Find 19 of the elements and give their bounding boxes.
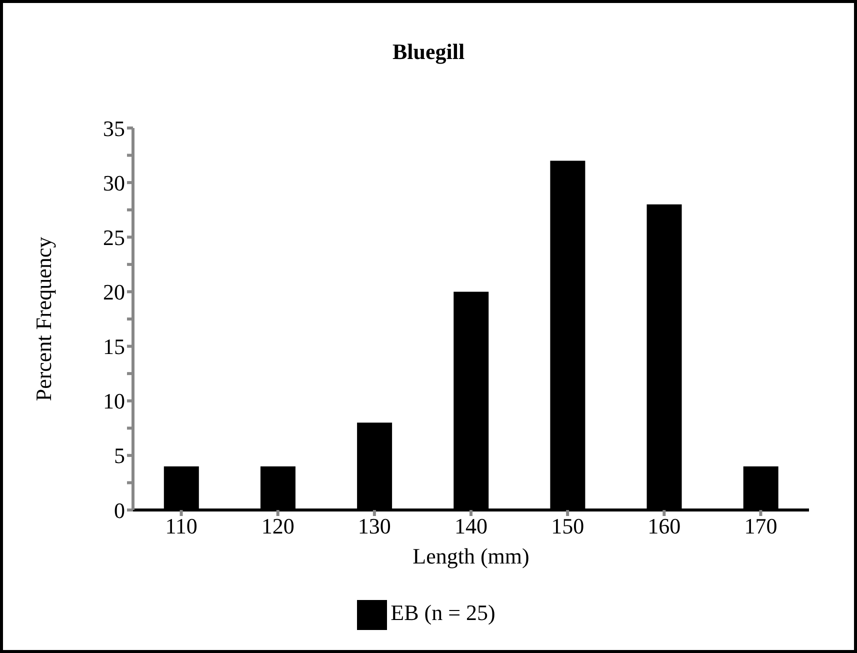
x-tick-label: 140	[454, 514, 488, 539]
legend-label: EB (n = 25)	[390, 600, 496, 626]
x-tick-label: 160	[648, 514, 681, 539]
y-tick-label: 5	[114, 443, 125, 468]
y-tick-label: 20	[103, 280, 125, 305]
x-tick-label: 150	[551, 514, 584, 539]
y-tick-label: 10	[103, 388, 125, 414]
x-tick-label: 130	[358, 514, 391, 539]
x-tick-label: 120	[261, 514, 294, 539]
x-tick-label: 170	[744, 514, 778, 539]
y-tick-label: 30	[103, 170, 125, 196]
chart-title: Bluegill	[391, 39, 466, 65]
y-tick-label: 25	[103, 224, 125, 250]
y-axis-title: Percent Frequency	[30, 236, 56, 402]
y-tick-label: 0	[114, 498, 125, 523]
x-axis-title: Length (mm)	[412, 544, 530, 569]
x-tick-label: 110	[165, 514, 198, 539]
y-tick-label: 15	[103, 334, 125, 360]
y-tick-label: 35	[103, 116, 125, 141]
